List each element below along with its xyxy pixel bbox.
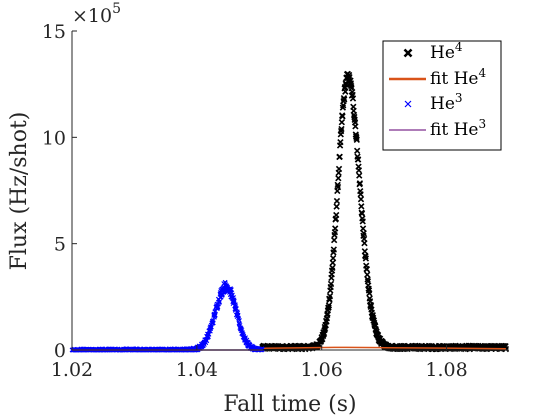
data-point [337, 138, 344, 146]
data-point [338, 125, 345, 133]
data-point [361, 240, 368, 247]
y-tick-label: 15 [42, 21, 66, 43]
data-point [329, 255, 337, 262]
data-point [349, 95, 357, 102]
y-tick-label: 0 [54, 340, 66, 362]
data-point [364, 276, 371, 283]
data-point [204, 338, 210, 344]
data-point [335, 165, 343, 173]
data-point [362, 255, 370, 262]
data-point [356, 172, 363, 179]
x-tick-label: 1.04 [176, 359, 218, 381]
legend-label: He3 [430, 91, 463, 114]
legend-label-text: He [430, 43, 455, 63]
legend-entry-2: He3 [404, 91, 463, 114]
axes [71, 31, 509, 351]
data-point [231, 297, 237, 303]
data-point [236, 315, 241, 321]
data-point [326, 292, 334, 300]
data-point [329, 264, 336, 271]
data-point [358, 203, 365, 210]
data-point [336, 153, 343, 160]
data-point [358, 210, 366, 217]
y-axis-multiplier: ×105 [72, 1, 121, 27]
y-axis-multiplier-exponent: 5 [112, 1, 121, 17]
data-point [353, 134, 360, 142]
data-point [327, 280, 335, 288]
data-point [356, 180, 364, 187]
legend-label-superscript: 4 [478, 66, 486, 80]
data-point [334, 183, 342, 191]
data-point [363, 266, 371, 273]
data-point [360, 230, 367, 237]
data-point [359, 225, 367, 232]
data-point [355, 156, 362, 163]
data-point [206, 331, 212, 337]
data-point [209, 324, 214, 330]
data-point [342, 88, 349, 95]
data-point [330, 236, 338, 244]
legend-marker [404, 100, 412, 108]
x-tick-label: 1.08 [425, 359, 467, 381]
legend-label: fit He3 [430, 117, 486, 140]
legend-label: fit He4 [430, 66, 486, 89]
legend-label: He4 [430, 40, 463, 63]
y-axis-label: Flux (Hz/shot) [7, 112, 32, 271]
data-point [212, 312, 218, 318]
data-point [365, 285, 372, 292]
data-point [359, 218, 366, 225]
legend-entry-0: He4 [403, 40, 463, 63]
legend-label-superscript: 3 [478, 117, 486, 131]
ticks: 1.02 1.04 1.06 1.08 0 5 10 15 [42, 21, 468, 381]
data-point [325, 302, 333, 309]
data-point [333, 211, 340, 219]
y-tick-label: 10 [42, 127, 66, 149]
data-point [357, 191, 364, 198]
data-point [353, 147, 361, 154]
data-point [333, 203, 340, 210]
legend-box [382, 40, 502, 151]
data-point [330, 246, 337, 253]
data-point [335, 174, 342, 182]
data-point [353, 136, 360, 144]
x-tick-label: 1.06 [301, 359, 343, 381]
data-point [352, 123, 359, 130]
legend-label-text: fit He [430, 120, 478, 140]
data-point [339, 113, 346, 120]
legend-entry-3: fit He3 [389, 117, 486, 140]
data-point [366, 290, 373, 297]
legend-label-superscript: 4 [455, 40, 463, 54]
data-point [234, 309, 240, 315]
data-point [210, 320, 216, 326]
data-point [212, 313, 218, 319]
y-tick-label: 5 [54, 234, 66, 256]
data-point [341, 96, 348, 103]
x-axis-label: Fall time (s) [223, 392, 356, 417]
data-point [217, 299, 223, 305]
data-point [357, 196, 365, 203]
legend-label-text: fit He [430, 69, 478, 89]
data-point [355, 167, 363, 174]
x-tick-label: 1.02 [51, 359, 93, 381]
data-point [237, 318, 242, 323]
legend-label-text: He [430, 94, 455, 114]
data-point [338, 119, 345, 126]
legend-marker [403, 48, 413, 58]
data-point [231, 298, 237, 304]
legend-entry-1: fit He4 [389, 66, 486, 89]
legend-label-superscript: 3 [455, 91, 463, 105]
y-axis-multiplier-base: ×10 [72, 5, 112, 27]
data-point [333, 197, 341, 205]
data-point [332, 225, 339, 232]
